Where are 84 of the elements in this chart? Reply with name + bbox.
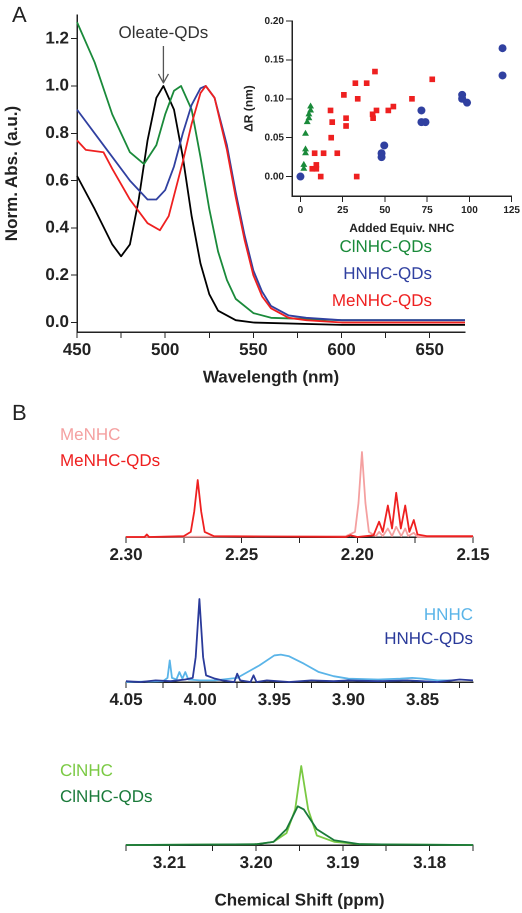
x-tick-label: 25 <box>337 204 349 216</box>
text: ClNHC-QDs <box>339 237 432 256</box>
x-tick-label: 600 <box>327 340 356 359</box>
y-tick-label: 1.2 <box>45 28 69 48</box>
point <box>312 150 318 156</box>
x-tick-label: 3.18 <box>413 852 446 872</box>
x-tick-label: 2.15 <box>456 544 490 564</box>
annotation: Oleate-QDs <box>118 23 208 42</box>
point <box>354 174 360 180</box>
x-tick-label: 3.90 <box>332 690 365 709</box>
x-tick-label: 2.30 <box>109 544 143 564</box>
point <box>498 44 507 52</box>
point <box>352 80 358 86</box>
y-tick-label: 0.8 <box>45 122 69 142</box>
point <box>314 166 320 172</box>
y-tick-label: 0.6 <box>45 170 69 190</box>
point <box>329 119 336 125</box>
point <box>390 104 396 110</box>
point <box>372 68 378 74</box>
text: A <box>12 2 27 28</box>
text: MeNHC-QDs <box>60 450 160 472</box>
x-tick-label: 3.20 <box>240 852 273 872</box>
text: HNHC <box>422 604 473 626</box>
x-tick-label: 650 <box>416 340 444 359</box>
y-axis-title: ΔR (nm) <box>242 85 256 132</box>
point <box>343 123 349 129</box>
point <box>341 92 347 98</box>
x-tick-label: 4.00 <box>184 690 217 709</box>
point <box>296 172 304 181</box>
x-tick-label: 125 <box>503 204 520 216</box>
y-tick-label: 0.15 <box>264 54 284 66</box>
y-tick-label: 0.05 <box>264 132 284 144</box>
x-tick-label: 2.20 <box>340 544 374 564</box>
point <box>463 98 472 107</box>
point <box>370 115 376 122</box>
y-tick-label: 0.10 <box>264 94 284 105</box>
point <box>328 108 334 114</box>
text: ClNHC-QDs <box>60 786 153 808</box>
point <box>374 108 380 114</box>
text: MeNHC <box>60 424 122 446</box>
y-tick-label: 0.20 <box>264 16 284 27</box>
x-axis-title: Chemical Shift (ppm) <box>214 890 385 910</box>
point <box>409 96 415 102</box>
y-tick-label: 0.4 <box>45 218 70 237</box>
x-tick-label: 100 <box>461 204 478 216</box>
point <box>429 76 436 82</box>
x-tick-label: 75 <box>422 204 434 216</box>
series-label: MeNHC-QDs <box>332 290 432 312</box>
x-tick-label: 3.95 <box>258 690 291 709</box>
series-label: HNHC-QDs <box>384 628 473 650</box>
text: HNHC-QDs <box>342 263 432 285</box>
point <box>498 71 507 80</box>
x-tick-label: 2.25 <box>225 544 258 564</box>
x-tick-label: 3.85 <box>406 690 440 709</box>
x-axis-title: Added Equiv. NHC <box>349 221 455 236</box>
x-tick-label: 550 <box>239 340 268 359</box>
point <box>417 106 426 114</box>
y-axis-title: Norm. Abs. (a.u.) <box>2 106 21 242</box>
point <box>302 145 309 152</box>
y-tick-label: 0.2 <box>45 264 69 284</box>
text: B <box>12 400 27 426</box>
y-tick-label: 0.0 <box>45 312 69 332</box>
x-tick-label: 3.19 <box>326 852 360 872</box>
x-tick-label: 500 <box>150 340 180 359</box>
point <box>364 80 370 86</box>
y-tick-label: 0.00 <box>264 171 284 182</box>
x-tick-label: 4.05 <box>109 690 143 709</box>
x-axis-title: Wavelength (nm) <box>202 367 340 386</box>
y-tick-label: 1.0 <box>45 76 69 95</box>
point <box>334 150 340 156</box>
point <box>320 150 326 156</box>
point <box>354 96 361 102</box>
x-tick-label: 3.21 <box>152 852 186 872</box>
point <box>328 134 334 140</box>
x-tick-label: 0 <box>298 204 304 216</box>
point <box>380 141 388 150</box>
x-tick-label: 450 <box>62 340 92 359</box>
point <box>343 115 349 122</box>
x-tick-label: 50 <box>379 204 391 216</box>
point <box>318 174 324 180</box>
text: ClNHC <box>60 760 114 782</box>
point <box>302 130 309 136</box>
point <box>307 102 314 109</box>
point <box>385 108 392 114</box>
